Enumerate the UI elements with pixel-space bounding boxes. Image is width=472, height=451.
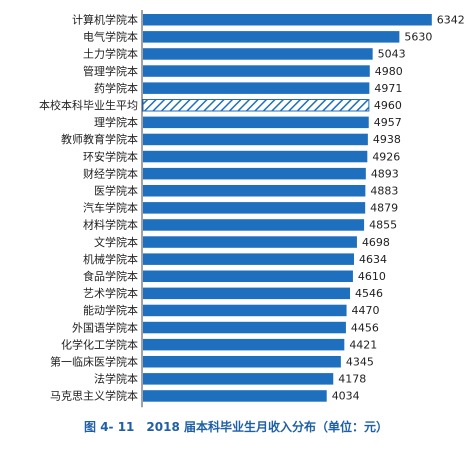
category-label: 文学院本 [94, 235, 138, 249]
bar [143, 390, 327, 402]
category-label: 管理学院本 [83, 64, 138, 78]
category-label: 材料学院本 [83, 218, 138, 232]
category-label: 土力学院本 [83, 47, 138, 61]
bar [143, 321, 346, 334]
category-label: 计算机学院本 [72, 13, 138, 27]
bar [143, 14, 432, 26]
bar [143, 31, 400, 43]
bar [143, 82, 370, 94]
value-label: 4980 [375, 65, 403, 78]
bar-average [142, 99, 370, 112]
bar [143, 304, 347, 317]
category-label: 马克思主义学院本 [50, 389, 138, 403]
bar [143, 287, 351, 300]
category-label: 能动学院本 [83, 303, 138, 317]
category-label: 外国语学院本 [72, 320, 138, 334]
category-label: 化学化工学院本 [61, 337, 138, 351]
category-label: 药学院本 [94, 81, 138, 95]
value-label: 6342 [437, 14, 465, 27]
value-label: 4879 [370, 202, 398, 215]
value-label: 4470 [352, 304, 380, 317]
category-label: 电气学院本 [83, 30, 138, 44]
value-label: 5043 [378, 48, 406, 61]
value-label: 4698 [362, 236, 390, 249]
bar [143, 219, 365, 231]
category-label: 财经学院本 [83, 166, 138, 180]
bar [143, 65, 370, 77]
bar [143, 185, 366, 197]
value-label: 4634 [359, 253, 387, 266]
chart-caption: 图 4- 11 2018 届本科毕业生月收入分布（单位：元） [84, 420, 388, 434]
value-label: 4938 [373, 133, 401, 146]
value-label: 4546 [355, 287, 383, 300]
category-label: 食品学院本 [83, 269, 138, 283]
category-label: 第一临床医学院本 [50, 355, 138, 369]
bar [143, 116, 369, 129]
category-label: 汽车学院本 [83, 201, 138, 215]
category-label: 机械学院本 [83, 252, 138, 266]
category-label: 医学院本 [94, 184, 138, 198]
value-label: 4893 [371, 167, 399, 180]
value-label: 4421 [349, 338, 377, 351]
category-label: 法学院本 [94, 372, 138, 386]
bar [143, 253, 355, 265]
value-label: 4960 [374, 99, 402, 112]
bar [143, 236, 357, 248]
value-label: 4971 [374, 82, 402, 95]
category-label: 环安学院本 [83, 149, 138, 163]
bar [143, 48, 373, 60]
value-label: 4855 [369, 219, 397, 232]
value-label: 4610 [358, 270, 386, 283]
value-label: 4883 [370, 185, 398, 198]
bar [143, 373, 334, 385]
value-label: 4957 [374, 116, 402, 129]
category-label: 艺术学院本 [83, 286, 138, 300]
value-label: 4926 [372, 150, 400, 163]
bar [143, 202, 366, 214]
value-label: 4034 [332, 390, 360, 403]
category-label: 本校本科毕业生平均 [39, 98, 138, 112]
value-label: 4178 [338, 373, 366, 386]
bar-chart: 计算机学院本 6342 电气学院本 5630 土力学院本 5043 管理学院本 4980 药学院… [39, 10, 465, 408]
bar [143, 270, 353, 282]
bar [143, 338, 345, 351]
category-label: 理学院本 [94, 115, 138, 129]
bar [143, 167, 366, 180]
value-label: 4456 [351, 321, 379, 334]
bar [143, 150, 368, 163]
bar [143, 133, 368, 146]
value-label: 4345 [346, 356, 374, 369]
bar [143, 356, 341, 368]
category-label: 教师教育学院本 [61, 132, 138, 146]
value-label: 5630 [404, 31, 432, 44]
